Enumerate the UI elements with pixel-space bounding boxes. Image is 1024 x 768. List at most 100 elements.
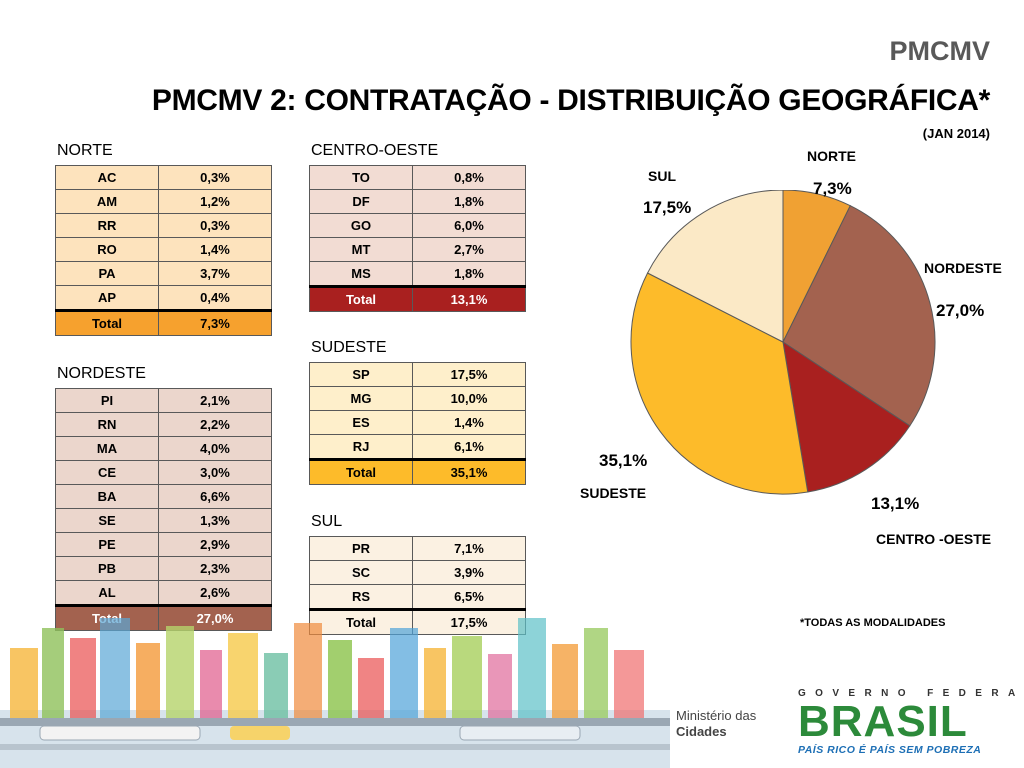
sudeste-table-label: SUDESTE [311, 339, 387, 356]
percent-cell: 6,5% [412, 584, 526, 610]
state-cell: RO [55, 237, 159, 262]
table-row: DF 1,8% [309, 189, 526, 214]
percent-cell: 3,0% [158, 460, 272, 485]
table-row: MT 2,7% [309, 237, 526, 262]
state-cell: RJ [309, 434, 413, 460]
percent-cell: 3,9% [412, 560, 526, 585]
table-row: MS 1,8% [309, 261, 526, 287]
pie-value-norte: 7,3% [813, 179, 852, 198]
table-row: RN 2,2% [55, 412, 272, 437]
total-value-cell: 13,1% [412, 285, 526, 312]
percent-cell: 2,2% [158, 412, 272, 437]
state-cell: PI [55, 388, 159, 413]
page-title: PMCMV 2: CONTRATAÇÃO - DISTRIBUIÇÃO GEOG… [151, 84, 990, 117]
percent-cell: 4,0% [158, 436, 272, 461]
table-row: MA 4,0% [55, 436, 272, 461]
norte-table-label: NORTE [57, 142, 113, 159]
nordeste-table-label: NORDESTE [57, 365, 146, 382]
pie-value-centro-oeste: 13,1% [871, 494, 920, 513]
table-row: AL 2,6% [55, 580, 272, 606]
percent-cell: 7,1% [412, 536, 526, 561]
pie-slice-sudeste [630, 272, 809, 495]
governo-federal-logo: GOVERNO FEDERAL BRASIL PAÍS RICO É PAÍS … [798, 688, 1024, 756]
total-value-cell: 17,5% [412, 608, 526, 635]
table-row: PA 3,7% [55, 261, 272, 286]
city-illustration [0, 618, 670, 768]
state-cell: MA [55, 436, 159, 461]
percent-cell: 6,6% [158, 484, 272, 509]
total-label-cell: Total [309, 458, 413, 485]
percent-cell: 0,3% [158, 165, 272, 190]
total-row: Total 35,1% [309, 458, 526, 485]
state-cell: PA [55, 261, 159, 286]
state-cell: ES [309, 410, 413, 435]
table-row: RR 0,3% [55, 213, 272, 238]
state-cell: SP [309, 362, 413, 387]
total-row: Total 7,3% [55, 309, 272, 336]
percent-cell: 6,0% [412, 213, 526, 238]
pie-value-sul: 17,5% [643, 198, 692, 217]
percent-cell: 2,7% [412, 237, 526, 262]
ministerio-logo: Ministério das Cidades [676, 708, 756, 740]
table-row: PR 7,1% [309, 536, 526, 561]
percent-cell: 2,1% [158, 388, 272, 413]
state-cell: DF [309, 189, 413, 214]
state-cell: GO [309, 213, 413, 238]
table-row: AM 1,2% [55, 189, 272, 214]
date-label: (JAN 2014) [922, 126, 990, 141]
nordeste-table: PI 2,1% RN 2,2% MA 4,0% CE 3,0% BA 6,6% SE 1,3% PE 2,… [55, 388, 272, 631]
norte-table: AC 0,3% AM 1,2% RR 0,3% RO 1,4% PA 3,7% AP 0,4% Tota… [55, 165, 272, 336]
percent-cell: 1,8% [412, 261, 526, 287]
state-cell: AM [55, 189, 159, 214]
percent-cell: 1,3% [158, 508, 272, 533]
state-cell: AC [55, 165, 159, 190]
table-row: RS 6,5% [309, 584, 526, 610]
percent-cell: 17,5% [412, 362, 526, 387]
state-cell: TO [309, 165, 413, 190]
state-cell: MS [309, 261, 413, 287]
table-row: SP 17,5% [309, 362, 526, 387]
state-cell: RS [309, 584, 413, 610]
sul-table-label: SUL [311, 513, 343, 530]
table-row: RO 1,4% [55, 237, 272, 262]
table-row: BA 6,6% [55, 484, 272, 509]
state-cell: SC [309, 560, 413, 585]
pie-label-sul: SUL [648, 168, 676, 184]
percent-cell: 2,3% [158, 556, 272, 581]
pie-label-norte: NORTE [807, 148, 856, 164]
percent-cell: 1,4% [158, 237, 272, 262]
table-row: SE 1,3% [55, 508, 272, 533]
governo-federal-text: GOVERNO FEDERAL [798, 688, 1024, 699]
pie-label-centro-oeste: CENTRO -OESTE [876, 531, 992, 547]
ministerio-line2: Cidades [676, 724, 727, 739]
total-label-cell: Total [55, 309, 159, 336]
percent-cell: 2,9% [158, 532, 272, 557]
table-row: PI 2,1% [55, 388, 272, 413]
table-row: GO 6,0% [309, 213, 526, 238]
state-cell: BA [55, 484, 159, 509]
pie-slice-centro-oeste [782, 340, 911, 493]
pie-label-nordeste: NORDESTE [924, 260, 1002, 276]
total-value-cell: 7,3% [158, 309, 272, 336]
brasil-wordmark: BRASIL [798, 697, 968, 746]
state-cell: AP [55, 285, 159, 311]
total-value-cell: 35,1% [412, 458, 526, 485]
state-cell: CE [55, 460, 159, 485]
state-cell: PB [55, 556, 159, 581]
pie-slice-nordeste [782, 205, 936, 427]
centro-oeste-table-label: CENTRO-OESTE [311, 142, 439, 159]
sudeste-table: SP 17,5% MG 10,0% ES 1,4% RJ 6,1% Total 35,1% [309, 362, 526, 485]
table-row: RJ 6,1% [309, 434, 526, 460]
ministerio-line1: Ministério das [676, 708, 757, 723]
table-row: TO 0,8% [309, 165, 526, 190]
state-cell: MG [309, 386, 413, 411]
total-row: Total 13,1% [309, 285, 526, 312]
percent-cell: 1,4% [412, 410, 526, 435]
table-row: MG 10,0% [309, 386, 526, 411]
pie-label-sudeste: SUDESTE [580, 485, 647, 501]
table-row: SC 3,9% [309, 560, 526, 585]
table-row: CE 3,0% [55, 460, 272, 485]
state-cell: SE [55, 508, 159, 533]
table-row: ES 1,4% [309, 410, 526, 435]
brasil-slogan: PAÍS RICO É PAÍS SEM POBREZA [798, 744, 982, 756]
